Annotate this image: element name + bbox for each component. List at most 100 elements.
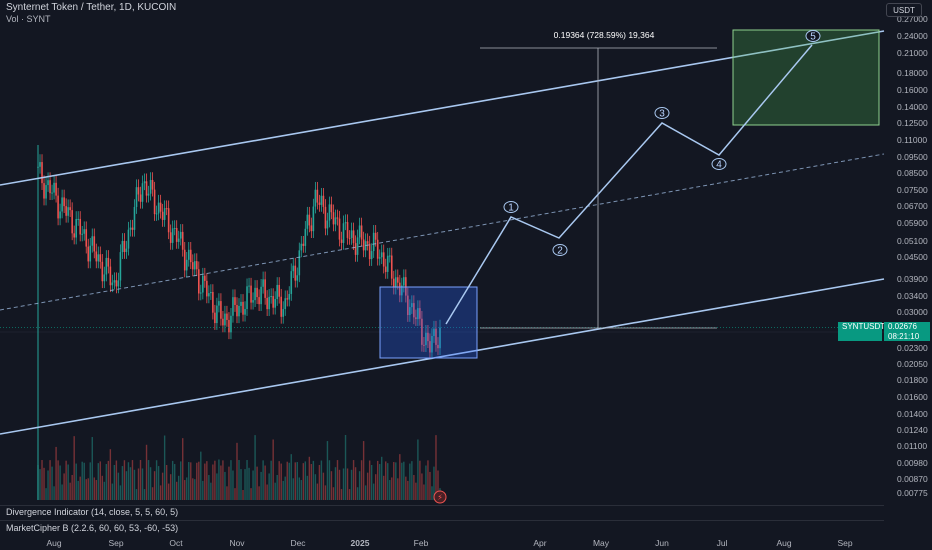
volume-bar — [180, 461, 182, 500]
candle-body — [362, 239, 365, 251]
wave-marker — [503, 201, 519, 213]
time-tick: Aug — [46, 538, 61, 548]
volume-bar — [314, 474, 317, 500]
volume-bar — [228, 466, 230, 500]
volume-bar — [131, 460, 134, 500]
candle-body — [388, 255, 391, 257]
volume-bar — [192, 478, 194, 500]
candle-body — [272, 296, 274, 308]
candle-body — [250, 285, 252, 303]
currency-button[interactable]: USDT — [886, 3, 922, 17]
price-tick: 0.05100 — [897, 236, 928, 246]
volume-bar — [115, 460, 118, 500]
volume-bar — [316, 483, 319, 500]
price-tick: 0.00980 — [897, 458, 928, 468]
candle-body — [161, 211, 164, 220]
candle-body — [51, 192, 53, 194]
candle-body — [133, 206, 136, 230]
candle-body — [374, 232, 377, 240]
volume-bar — [157, 466, 160, 500]
candle-body — [222, 318, 224, 326]
candle-body — [296, 275, 299, 281]
wave-marker — [805, 30, 821, 42]
candle-body — [421, 318, 423, 345]
volume-bar — [208, 475, 210, 500]
marketcipher-indicator-label[interactable]: MarketCipher B (2.2.6, 60, 60, 53, -60, … — [6, 523, 179, 533]
volume-bar — [63, 473, 65, 500]
volume-bar — [71, 474, 73, 500]
volume-bar — [59, 465, 61, 500]
volume-bar — [242, 489, 244, 500]
candle-body — [286, 298, 289, 300]
volume-bar — [372, 483, 375, 500]
volume-bar — [226, 486, 228, 500]
candle-body — [266, 297, 268, 310]
time-axis[interactable]: Aug Sep Oct Nov Dec 2025 Feb Apr May Jun Jul Aug Sep — [46, 538, 852, 548]
price-axis[interactable]: 0.27000 0.24000 0.21000 0.18000 0.16000 0.140… — [897, 14, 928, 498]
time-tick: Aug — [776, 538, 791, 548]
volume-bar — [220, 465, 222, 500]
volume-bar — [417, 439, 419, 500]
volume-bar — [256, 466, 258, 500]
candle-body — [212, 292, 214, 313]
wave-label: 4 — [716, 160, 722, 171]
price-tick: 0.12500 — [897, 118, 928, 128]
volume-bar — [254, 435, 256, 500]
volume-bar — [43, 467, 45, 500]
target-zone[interactable] — [732, 29, 880, 126]
volume-bar — [236, 442, 238, 500]
candle-body — [260, 286, 262, 305]
elliott-wave-path[interactable] — [445, 44, 813, 325]
candle-body — [278, 284, 280, 297]
candle-body — [413, 303, 415, 318]
volume-bar — [391, 477, 393, 500]
volume-bar — [216, 473, 218, 500]
chart-title: Synternet Token / Tether, 1D, KUCOIN — [6, 2, 177, 13]
volume-bar — [224, 471, 226, 500]
volume-bar — [61, 484, 63, 500]
price-tick: 0.06700 — [897, 201, 928, 211]
candle-body — [360, 225, 363, 240]
candle-body — [193, 261, 196, 270]
candle-body — [435, 328, 437, 345]
candle-body — [330, 204, 333, 213]
volume-bar — [354, 467, 357, 500]
volume-bar — [433, 466, 435, 500]
price-tick: 0.24000 — [897, 31, 928, 41]
channel[interactable] — [0, 30, 885, 435]
candle-body — [139, 194, 142, 202]
candle-body — [165, 208, 168, 210]
volume-bar — [252, 470, 254, 500]
candle-body — [147, 193, 150, 196]
volume-bar — [308, 456, 311, 500]
candle-body — [145, 181, 148, 196]
volume-bar — [302, 463, 305, 500]
divergence-indicator-label[interactable]: Divergence Indicator (14, close, 5, 5, 6… — [6, 507, 179, 517]
volume-bar — [332, 487, 335, 500]
volume-bar — [411, 461, 413, 500]
candle-body — [320, 195, 323, 205]
candle-body — [67, 207, 69, 216]
volume-bar — [67, 464, 69, 500]
volume-bar — [264, 465, 266, 500]
volume-bar — [260, 471, 262, 500]
volume-bar — [89, 462, 91, 500]
volume-bar — [69, 482, 71, 500]
candle-body — [419, 308, 421, 319]
candle-body — [399, 282, 401, 296]
price-tick: 0.01600 — [897, 392, 928, 402]
volume-bar — [186, 477, 188, 500]
volume-bar — [141, 468, 144, 500]
candle-body — [318, 202, 321, 205]
volume-bar — [298, 477, 300, 500]
volume-bar — [198, 461, 200, 500]
candle-body — [137, 187, 140, 195]
candle-body — [238, 305, 240, 317]
pane-divider-2 — [0, 520, 884, 521]
lightning-icon: ⚡ — [437, 493, 443, 502]
price-range-measure[interactable]: 0.19364 (728.59%) 19,364 — [480, 30, 717, 329]
candle-body — [276, 284, 278, 300]
current-price-value: 0.02676 — [888, 322, 917, 331]
price-tick: 0.09500 — [897, 152, 928, 162]
